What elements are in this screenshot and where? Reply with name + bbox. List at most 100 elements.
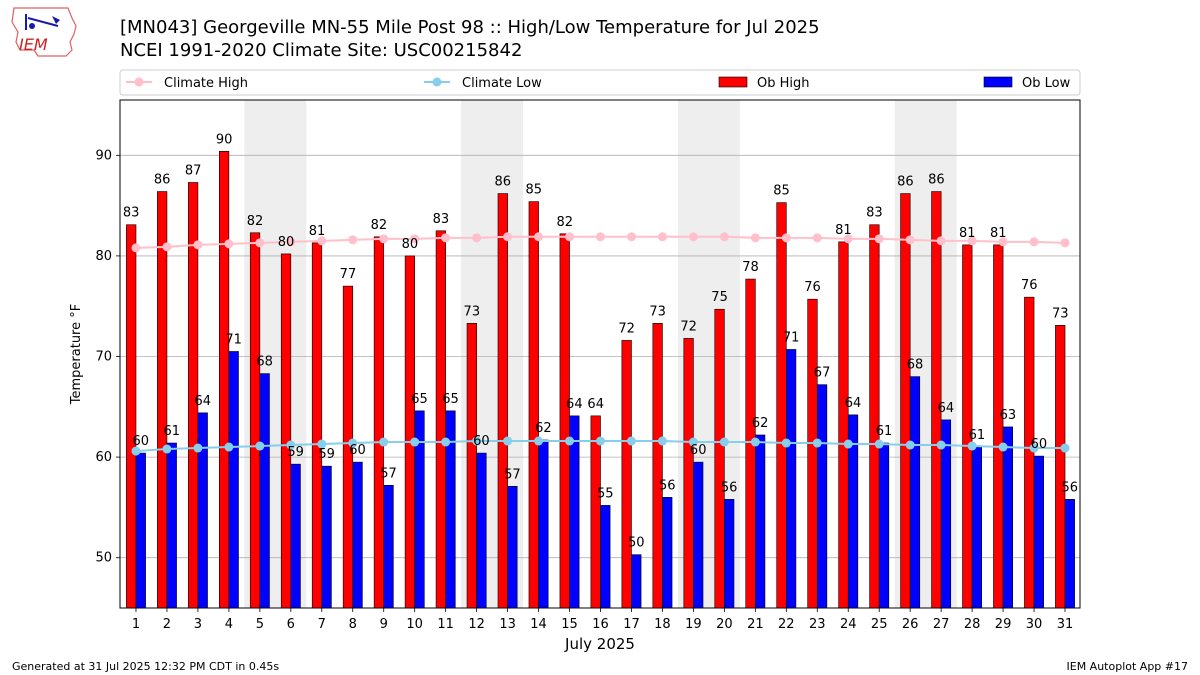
ob-high-bar [1024,296,1035,609]
chart-title: [MN043] Georgeville MN-55 Mile Post 98 :… [120,17,820,38]
ob-high-bar [497,193,508,609]
ob-high-label: 86 [495,175,512,190]
plot-frame [119,99,1081,609]
x-tick-label: 23 [809,617,826,632]
ob-high-bar [993,244,1004,609]
ob-high-bar [652,323,663,609]
ob-high-label: 81 [990,226,1007,241]
legend-ob-high-swatch [718,76,748,88]
climate-low-point [874,439,884,449]
climate-high-point [936,236,946,246]
x-tick-label: 25 [871,617,888,632]
climate-high-point [1060,238,1070,248]
ob-low-bar [693,461,704,609]
ob-low-label: 65 [442,392,459,407]
ob-high-label: 85 [525,183,542,198]
ob-high-label: 81 [309,224,326,239]
ob-low-bar [786,349,797,609]
ob-low-label: 62 [535,421,552,436]
ob-low-label: 57 [380,466,397,481]
ob-high-label: 72 [680,319,697,334]
ob-high-label: 76 [804,280,821,295]
ob-low-bar [600,505,611,609]
legend-ob-low-label: Ob Low [1022,76,1071,91]
climate-high-point [348,235,358,245]
climate-high-point [472,233,482,243]
ob-high-bar [931,191,942,609]
climate-high-point [379,234,389,244]
x-tick-label: 18 [654,617,671,632]
ob-high-bar [900,193,911,609]
ob-low-label: 60 [349,443,366,458]
x-tick-label: 9 [380,617,388,632]
ob-high-bar [683,338,694,609]
logo-text: IEM [19,35,48,54]
ob-high-bar [962,244,973,609]
iem-logo: IEM [11,7,77,57]
legend-climate-low-label: Climate Low [462,76,542,91]
climate-low-point [936,440,946,450]
x-axis-label: July 2025 [564,635,635,653]
chart-subtitle: NCEI 1991-2020 Climate Site: USC00215842 [120,40,523,61]
climate-low-point [719,437,729,447]
climate-high-point [286,237,296,247]
ob-high-label: 86 [928,173,945,188]
ob-high-label: 83 [123,206,140,221]
ob-high-label: 86 [154,173,171,188]
climate-high-point [255,238,265,248]
ob-low-bar [321,465,332,609]
ob-low-label: 64 [566,397,583,412]
y-tick-label: 60 [95,450,112,465]
climate-low-point [503,436,513,446]
ob-high-label: 85 [773,184,790,199]
climate-high-point [688,232,698,242]
y-axis-label: Temperature °F [69,304,84,405]
ob-low-bar [290,463,301,609]
climate-low-point [657,436,667,446]
ob-high-bar [621,340,632,609]
ob-high-label: 78 [742,260,759,275]
climate-low-point [441,437,451,447]
ob-low-bar [724,499,735,609]
ob-high-bar [714,308,725,609]
ob-low-label: 64 [938,401,955,416]
x-tick-label: 11 [437,617,454,632]
climate-high-point [657,232,667,242]
climate-high-point [317,236,327,246]
x-tick-label: 17 [623,617,640,632]
climate-low-point [688,437,698,447]
generated-note: Generated at 31 Jul 2025 12:32 PM CDT in… [12,660,280,673]
ob-low-label: 60 [690,443,707,458]
ob-high-bar [311,242,323,609]
ob-low-label: 67 [814,366,831,381]
climate-low-point [131,446,141,456]
x-tick-label: 10 [406,617,423,632]
ob-high-label: 87 [185,163,202,178]
climate-high-point [874,234,884,244]
ob-high-label: 64 [587,397,604,412]
ob-low-bar [352,461,363,609]
ob-low-label: 68 [256,355,273,370]
x-tick-label: 29 [995,617,1012,632]
climate-low-point [410,437,420,447]
climate-low-point [255,441,265,451]
ob-high-bar [218,151,230,609]
ob-high-bar [466,323,477,609]
climate-high-point [224,239,234,249]
ob-low-label: 60 [1031,437,1048,452]
legend-climate-low-marker [432,77,442,87]
legend-ob-low-swatch [983,76,1013,88]
climate-high-point [503,232,513,242]
ob-low-label: 65 [411,392,428,407]
climate-high-point [843,234,853,244]
climate-high-point [131,243,141,253]
ob-low-label: 50 [628,536,645,551]
ob-high-label: 83 [433,212,450,227]
climate-low-point [812,438,822,448]
climate-low-point [348,438,358,448]
x-tick-label: 4 [225,617,233,632]
ob-low-bar [816,384,828,609]
ob-high-bar [435,230,446,609]
x-tick-label: 15 [561,617,578,632]
ob-high-label: 77 [340,267,357,282]
